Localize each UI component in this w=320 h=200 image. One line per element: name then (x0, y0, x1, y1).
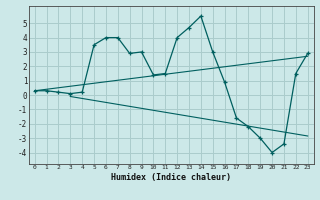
X-axis label: Humidex (Indice chaleur): Humidex (Indice chaleur) (111, 173, 231, 182)
